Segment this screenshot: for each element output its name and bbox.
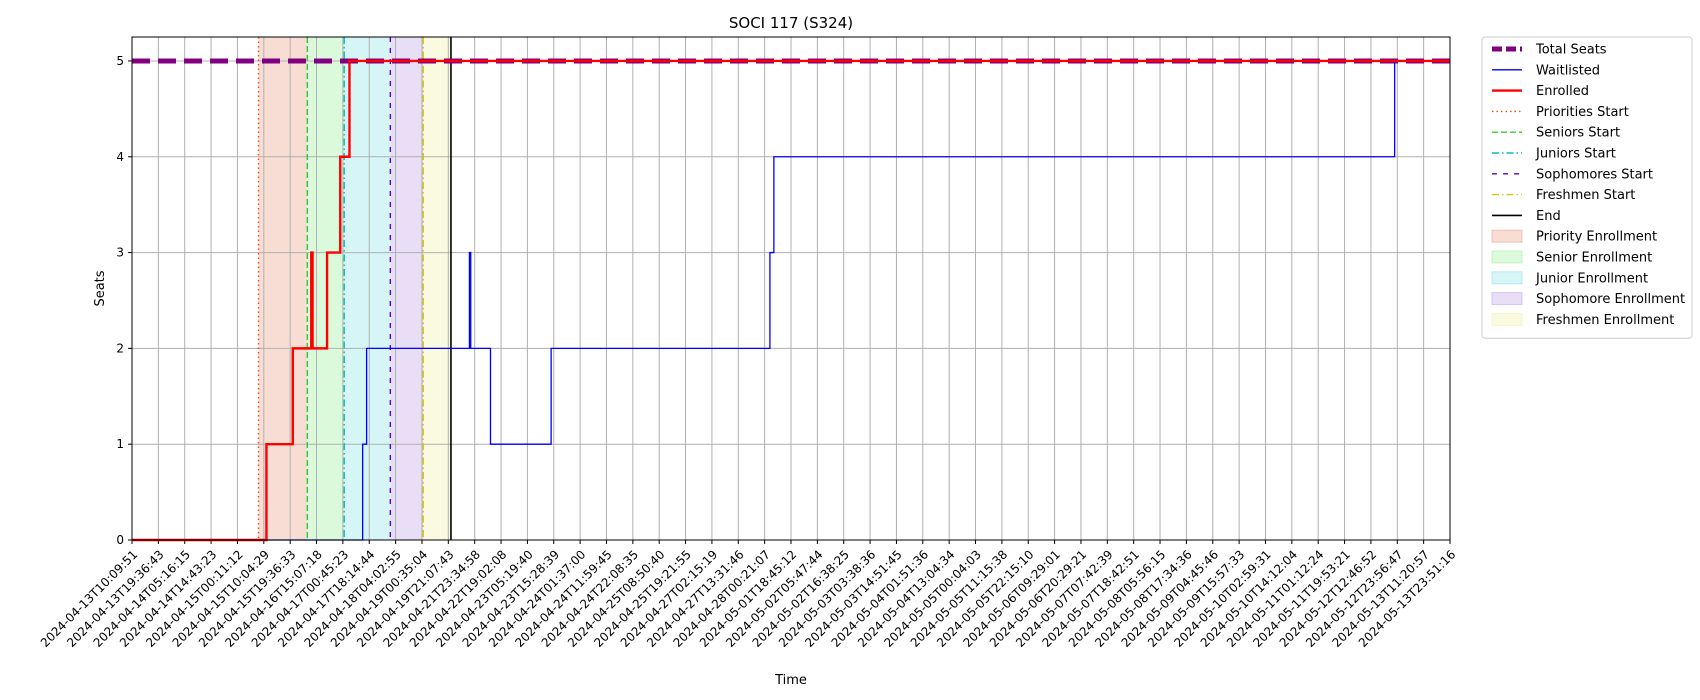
legend: Total Seats Waitlisted Enrolled Priorities … bbox=[1481, 36, 1693, 339]
y-tick-label: 4 bbox=[116, 150, 124, 164]
legend-box bbox=[1481, 36, 1693, 339]
legend-label-freshmen-start: Freshmen Start bbox=[1536, 188, 1635, 203]
y-axis-title: Seats bbox=[93, 270, 108, 306]
chart-title: SOCI 117 (S324) bbox=[729, 14, 853, 32]
legend-swatch-junior-enrollment bbox=[1491, 271, 1523, 285]
y-tick-label: 2 bbox=[116, 341, 124, 355]
legend-swatch-priority-enrollment bbox=[1491, 229, 1523, 243]
span-junior-enrollment bbox=[344, 37, 391, 540]
legend-swatch-freshmen-enrollment bbox=[1491, 312, 1523, 326]
legend-label-priorities-start: Priorities Start bbox=[1536, 105, 1629, 120]
legend-label-total-seats: Total Seats bbox=[1535, 43, 1607, 58]
legend-label-senior-enrollment: Senior Enrollment bbox=[1536, 251, 1652, 266]
plot-area: 2024-04-13T10:09:512024-04-13T19:36:4320… bbox=[38, 36, 1458, 650]
y-tick-label: 5 bbox=[116, 54, 124, 68]
legend-label-enrolled: Enrolled bbox=[1536, 84, 1589, 99]
legend-label-priority-enrollment: Priority Enrollment bbox=[1536, 230, 1657, 245]
y-tick-label: 1 bbox=[116, 437, 124, 451]
series-waitlisted bbox=[132, 60, 1450, 541]
x-axis-title: Time bbox=[774, 673, 807, 688]
y-tick-label: 0 bbox=[116, 533, 124, 547]
series-enrolled bbox=[132, 59, 1450, 542]
y-tick-label: 3 bbox=[116, 246, 124, 260]
legend-label-freshmen-enrollment: Freshmen Enrollment bbox=[1536, 313, 1674, 328]
legend-swatch-senior-enrollment bbox=[1491, 250, 1523, 264]
legend-swatch-sophomore-enrollment bbox=[1491, 292, 1523, 306]
legend-label-end: End bbox=[1536, 209, 1561, 224]
plot-frame bbox=[131, 36, 1451, 541]
legend-label-sophomore-enrollment: Sophomore Enrollment bbox=[1536, 292, 1685, 307]
legend-label-juniors-start: Juniors Start bbox=[1535, 147, 1616, 162]
span-freshmen-enrollment bbox=[423, 37, 451, 540]
legend-label-seniors-start: Seniors Start bbox=[1536, 126, 1620, 141]
legend-label-sophomores-start: Sophomores Start bbox=[1536, 167, 1653, 182]
legend-label-waitlisted: Waitlisted bbox=[1536, 63, 1600, 78]
legend-label-junior-enrollment: Junior Enrollment bbox=[1535, 271, 1648, 286]
